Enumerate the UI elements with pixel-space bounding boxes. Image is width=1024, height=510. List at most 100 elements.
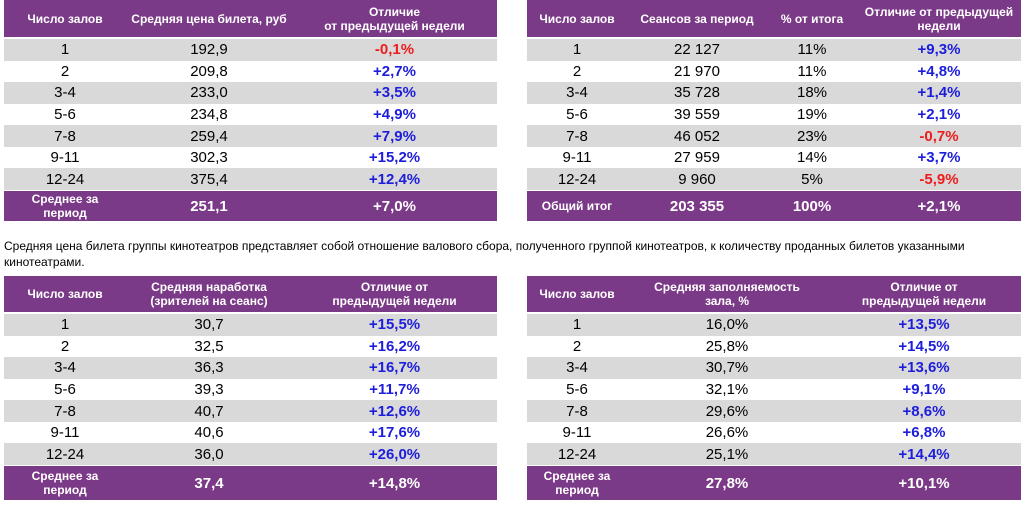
cell-change: +1,4% [857, 82, 1021, 104]
table-row: 5-6 234,8 +4,9% [4, 104, 497, 126]
cell-change: +17,6% [368, 424, 421, 442]
table-row: 5-6 39,3 +11,7% [4, 379, 497, 401]
col-header-change: Отличие от предыдущей недели [827, 276, 1021, 314]
footer-label: Среднее за период [4, 464, 126, 501]
cell-halls: 1 [527, 38, 627, 61]
cell-change: +16,7% [292, 357, 497, 379]
cell-value: 375,4 [126, 168, 292, 191]
table-row: 9-11 302,3 +15,2% [4, 147, 497, 169]
footer-label: Среднее за период [527, 464, 627, 501]
col-header-change: Отличие от предыдущей недели [292, 0, 497, 39]
cell-halls: 9-11 [50, 424, 80, 442]
cell-sessions: 39 559 [674, 105, 720, 123]
footer-avg-occupancy: 27,8% [627, 464, 827, 501]
cell-halls: 5-6 [54, 380, 76, 398]
cell-change: +15,5% [292, 313, 497, 336]
cell-value: 209,8 [190, 62, 228, 80]
cell-value: 26,6% [705, 424, 749, 442]
col-header-change: Отличие от предыдущей недели [857, 0, 1021, 39]
cell-halls: 5-6 [54, 105, 76, 123]
table-row: 9-11 27 959 14% +3,7% [527, 147, 1021, 169]
cell-sessions: 9 960 [627, 168, 767, 191]
col-header-halls: Число залов [4, 276, 126, 314]
table-row: 9-11 26,6% +6,8% [527, 422, 1021, 444]
cell-share: 11% [797, 62, 827, 80]
cell-change: +14,4% [827, 443, 1021, 466]
table-row: 3-4 233,0 +3,5% [4, 82, 497, 104]
cell-share: 19% [796, 105, 828, 123]
cell-change: +16,2% [368, 337, 421, 355]
table-row: 3-4 35 728 18% +1,4% [527, 82, 1021, 104]
footer-label: Среднее за период [4, 189, 126, 222]
col-header-sessions: Сеансов за период [627, 0, 767, 39]
avg-ticket-price-table: Число залов Средняя цена билета, руб Отл… [4, 0, 497, 222]
cell-change: +9,1% [902, 380, 946, 398]
cell-value: 25,8% [705, 337, 749, 355]
cell-halls: 5-6 [566, 105, 588, 123]
cell-halls: 5-6 [566, 380, 588, 398]
cell-value: 259,4 [126, 125, 292, 147]
cell-halls: 7-8 [527, 400, 627, 422]
footer-avg-price: 251,1 [126, 189, 292, 222]
cell-change: +14,5% [898, 337, 950, 355]
table-row: 1 22 127 11% +9,3% [527, 38, 1021, 61]
cell-value: 36,3 [126, 357, 292, 379]
cell-halls: 3-4 [4, 357, 126, 379]
cell-change: +6,8% [902, 424, 946, 442]
cell-change: +9,3% [857, 38, 1021, 61]
cell-share: 11% [767, 38, 857, 61]
table-row: 9-11 40,6 +17,6% [4, 422, 497, 444]
cell-halls: 12-24 [527, 168, 627, 191]
cell-value: 32,1% [705, 380, 749, 398]
cell-value: 29,6% [627, 400, 827, 422]
cell-halls: 1 [527, 313, 627, 336]
table-row: 2 25,8% +14,5% [527, 336, 1021, 358]
cell-sessions: 21 970 [674, 62, 720, 80]
cell-share: 14% [796, 149, 828, 167]
col-header-avg-price: Средняя цена билета, руб [126, 0, 292, 39]
cell-halls: 12-24 [4, 168, 126, 191]
cell-change: -5,9% [857, 168, 1021, 191]
table-row: 1 30,7 +15,5% [4, 313, 497, 336]
table-row: 1 16,0% +13,5% [527, 313, 1021, 336]
cell-change: +4,9% [373, 105, 416, 123]
cell-halls: 2 [572, 62, 582, 80]
col-header-share: % от итога [767, 0, 857, 39]
cell-change: +13,5% [827, 313, 1021, 336]
table-row: 12-24 25,1% +14,4% [527, 443, 1021, 466]
cell-halls: 2 [60, 337, 70, 355]
cell-value: 30,7% [627, 357, 827, 379]
cell-value: 192,9 [126, 38, 292, 61]
cell-change: +3,7% [917, 149, 961, 167]
cell-halls: 3-4 [527, 82, 627, 104]
cell-value: 40,6 [194, 424, 224, 442]
cell-change: +8,6% [827, 400, 1021, 422]
cell-change: +13,6% [827, 357, 1021, 379]
table-row: 5-6 32,1% +9,1% [527, 379, 1021, 401]
footer-sessions: 203 355 [627, 189, 767, 222]
cell-value: 233,0 [126, 82, 292, 104]
footer-change: +7,0% [292, 189, 497, 222]
table-row: 7-8 40,7 +12,6% [4, 400, 497, 422]
cell-halls: 1 [4, 38, 126, 61]
table-row: 12-24 375,4 +12,4% [4, 168, 497, 191]
cell-halls: 3-4 [4, 82, 126, 104]
cell-change: +2,1% [917, 105, 961, 123]
table-row: 7-8 46 052 23% -0,7% [527, 125, 1021, 147]
cell-sessions: 22 127 [627, 38, 767, 61]
cell-halls: 7-8 [527, 125, 627, 147]
footer-share: 100% [767, 189, 857, 222]
table-row: 7-8 29,6% +8,6% [527, 400, 1021, 422]
table-row: 2 21 970 11% +4,8% [527, 61, 1021, 83]
col-header-change: Отличие от предыдущей недели [292, 276, 497, 314]
col-header-halls: Число залов [527, 276, 627, 314]
table-row: 12-24 36,0 +26,0% [4, 443, 497, 466]
cell-halls: 12-24 [4, 443, 126, 466]
cell-change: +4,8% [917, 62, 961, 80]
cell-change: +7,9% [292, 125, 497, 147]
col-header-avg-audience: Средняя наработка (зрителей на сеанс) [126, 276, 292, 314]
table-row: 2 209,8 +2,7% [4, 61, 497, 83]
cell-sessions: 46 052 [627, 125, 767, 147]
cell-halls: 2 [572, 337, 582, 355]
cell-change: +12,4% [292, 168, 497, 191]
